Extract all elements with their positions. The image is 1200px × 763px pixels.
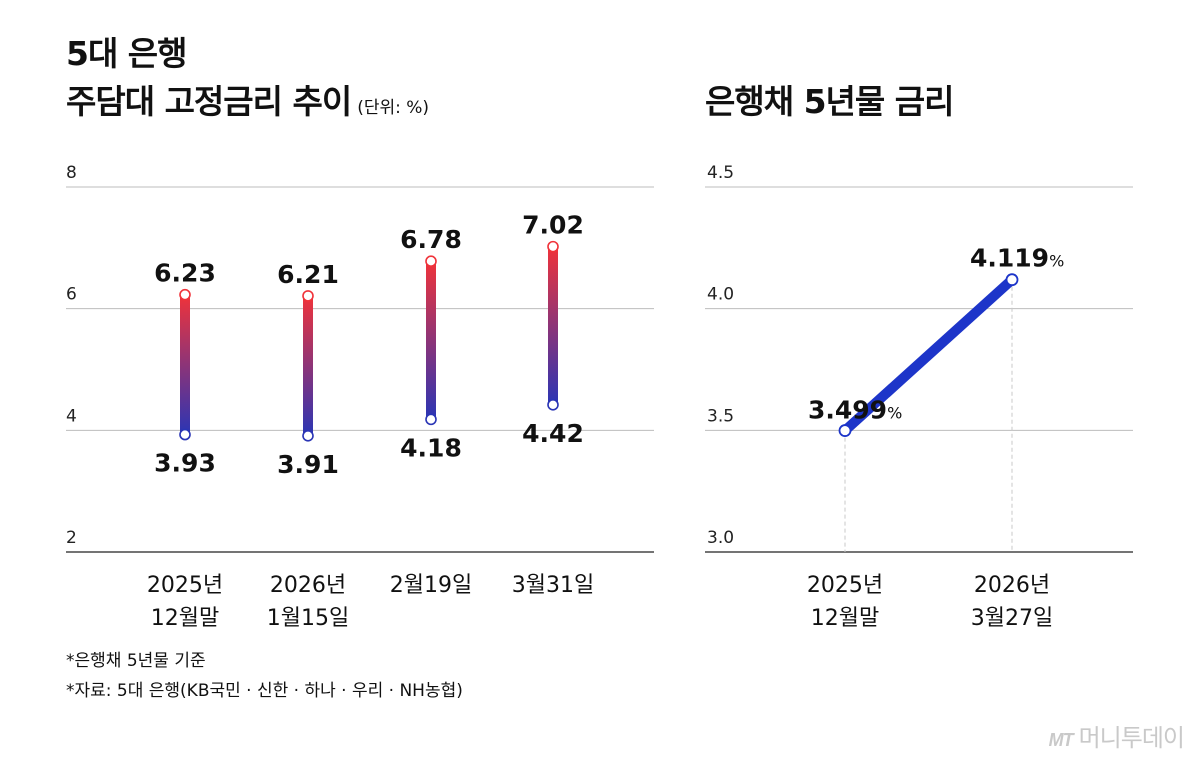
high-point (302, 290, 314, 302)
footnotes: *은행채 5년물 기준 *자료: 5대 은행(KB국민 · 신한 · 하나 · … (66, 646, 463, 706)
low-value-label: 3.93 (154, 449, 216, 478)
high-point (547, 240, 559, 253)
left-range-chart: 8 6 4 2 6.23 3.93 2025년 12월말 6.21 3.91 2026년 1월15일 6… (66, 163, 654, 631)
title-line-2: 주담대 고정금리 추이 (66, 82, 352, 121)
low-point (547, 398, 559, 411)
percent-unit: % (1049, 252, 1064, 271)
range-bar (426, 261, 436, 420)
y-tick-label: 4.5 (707, 163, 734, 183)
low-value-label: 3.91 (277, 450, 339, 479)
x-category-label: 2025년 (807, 573, 883, 598)
right-chart-title: 은행채 5년물 금리 (705, 82, 954, 121)
y-tick-label: 3.0 (707, 528, 734, 548)
title-line-1: 5대 은행 (66, 34, 188, 73)
left-chart-title: 5대 은행 주담대 고정금리 추이 (단위: %) (66, 30, 429, 132)
range-bar (303, 295, 313, 436)
x-category-label: 3월31일 (512, 573, 594, 598)
x-category-label: 1월15일 (267, 606, 349, 631)
x-category-label: 2026년 (270, 573, 346, 598)
unit-label: (단위: %) (357, 98, 430, 118)
value-label: 4.119% (970, 244, 1064, 273)
right-line-chart: 4.5 4.0 3.5 3.0 3.499% 4.119% 2025년 12월말 2026년 3월… (705, 163, 1133, 631)
high-value-label: 6.78 (400, 225, 462, 254)
y-tick-label: 4.0 (707, 285, 734, 305)
low-value-label: 4.18 (400, 433, 462, 462)
series-line (841, 275, 1016, 435)
brand-mark: MT (1048, 730, 1074, 750)
low-point (179, 428, 191, 441)
low-point (302, 430, 314, 442)
brand-logo: MT 머니투데이 (1048, 718, 1185, 753)
y-tick-label: 4 (66, 406, 77, 426)
y-tick-label: 8 (66, 163, 77, 183)
value-label: 3.499% (808, 396, 902, 425)
high-value-label: 7.02 (522, 211, 584, 240)
high-point (179, 288, 191, 301)
high-point (425, 255, 437, 268)
high-value-label: 6.21 (277, 260, 339, 289)
x-category-label: 3월27일 (971, 606, 1053, 631)
x-category-label: 12월말 (811, 606, 879, 631)
x-category-label: 12월말 (151, 606, 219, 631)
high-value-label: 6.23 (154, 259, 216, 288)
brand-name: 머니투데이 (1078, 725, 1185, 752)
x-category-label: 2025년 (147, 573, 223, 598)
x-category-label: 2026년 (974, 573, 1050, 598)
range-bar (180, 294, 190, 435)
x-category-label: 2월19일 (390, 573, 472, 598)
y-tick-label: 3.5 (707, 406, 734, 426)
y-tick-label: 2 (66, 528, 77, 548)
footnote-source: *자료: 5대 은행(KB국민 · 신한 · 하나 · 우리 · NH농협) (66, 681, 463, 701)
data-point (838, 424, 852, 437)
range-bar (548, 246, 558, 405)
y-tick-label: 6 (66, 285, 77, 305)
footnote-basis: *은행채 5년물 기준 (66, 651, 206, 671)
low-point (425, 413, 437, 426)
percent-unit: % (887, 404, 902, 423)
low-value-label: 4.42 (522, 419, 584, 448)
data-point (1005, 273, 1019, 287)
